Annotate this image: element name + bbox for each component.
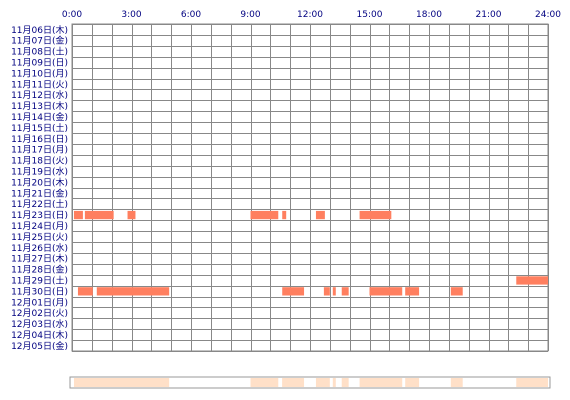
overview-segment xyxy=(96,378,170,387)
overview-segment xyxy=(77,378,93,387)
overview-segment xyxy=(282,378,305,387)
row-date-label: 11月21日(金) xyxy=(11,187,68,199)
activity-bar xyxy=(341,287,349,296)
x-tick-label: 3:00 xyxy=(121,10,141,20)
activity-bar xyxy=(516,276,548,285)
row-date-label: 11月22日(土) xyxy=(11,198,68,210)
row-date-label: 11月30日(日) xyxy=(11,286,68,297)
activity-bar xyxy=(323,287,330,296)
activity-bar xyxy=(96,287,170,296)
x-tick-label: 12:00 xyxy=(297,10,323,20)
row-date-label: 11月07日(金) xyxy=(11,35,68,47)
activity-bar xyxy=(250,210,279,220)
row-date-label: 11月29日(土) xyxy=(11,274,68,286)
row-date-label: 11月27日(木) xyxy=(11,253,68,265)
row-date-label: 11月25日(火) xyxy=(11,232,68,243)
activity-bar xyxy=(73,210,83,220)
row-date-label: 11月28日(金) xyxy=(11,264,68,276)
activity-bar xyxy=(359,210,392,220)
row-date-label: 11月15日(土) xyxy=(11,122,68,134)
activity-bar xyxy=(77,287,93,296)
row-date-label: 12月02日(火) xyxy=(11,308,68,319)
row-date-label: 12月04日(木) xyxy=(11,329,68,341)
row-date-label: 11月13日(木) xyxy=(11,100,68,112)
row-date-label: 11月08日(土) xyxy=(11,46,68,58)
row-date-labels: 11月06日(木)11月07日(金)11月08日(土)11月09日(日)11月1… xyxy=(11,24,68,352)
row-date-label: 11月26日(水) xyxy=(11,242,68,254)
row-date-label: 11月24日(月) xyxy=(11,221,68,232)
activity-bar xyxy=(315,210,325,220)
row-date-label: 12月01日(月) xyxy=(11,297,68,308)
x-tick-label: 24:00 xyxy=(535,10,561,20)
x-tick-label: 18:00 xyxy=(416,10,442,20)
row-date-label: 11月17日(月) xyxy=(11,145,68,156)
row-date-label: 11月18日(火) xyxy=(11,156,68,167)
activity-bar xyxy=(84,210,114,220)
x-axis-tick-labels: 0:00 3:00 6:00 9:00 12:00 15:00 18:00 21:00 24:0… xyxy=(62,10,561,20)
row-date-label: 11月23日(日) xyxy=(11,210,68,221)
overview-segment xyxy=(405,378,420,387)
activity-bar xyxy=(282,287,305,296)
row-date-label: 11月19日(水) xyxy=(11,165,68,177)
activity-bar xyxy=(405,287,420,296)
chart-grid xyxy=(71,23,549,352)
overview-strip xyxy=(69,376,551,389)
overview-segment xyxy=(250,378,279,387)
x-tick-label: 21:00 xyxy=(476,10,502,20)
activity-bar xyxy=(282,210,287,220)
row-date-label: 12月03日(水) xyxy=(11,318,68,330)
row-date-label: 11月14日(金) xyxy=(11,111,68,123)
overview-segment xyxy=(450,378,463,387)
overview-segment xyxy=(332,378,336,387)
x-tick-label: 0:00 xyxy=(62,10,82,20)
row-date-label: 12月05日(金) xyxy=(11,340,68,352)
activity-bar xyxy=(369,287,403,296)
activity-bar xyxy=(450,287,463,296)
overview-segment xyxy=(516,378,548,387)
overview-segment xyxy=(341,378,349,387)
overview-segment xyxy=(323,378,330,387)
overview-segment xyxy=(315,378,325,387)
activity-bar xyxy=(332,287,336,296)
activity-bars xyxy=(73,210,548,296)
row-date-label: 11月09日(日) xyxy=(11,57,68,68)
row-date-label: 11月06日(木) xyxy=(11,24,68,36)
x-tick-label: 9:00 xyxy=(240,10,260,20)
row-date-label: 11月11日(火) xyxy=(11,79,68,90)
row-date-label: 11月12日(水) xyxy=(11,89,68,101)
x-tick-label: 6:00 xyxy=(181,10,201,20)
row-date-label: 11月10日(月) xyxy=(11,68,68,79)
row-date-label: 11月16日(日) xyxy=(11,134,68,145)
row-date-label: 11月20日(木) xyxy=(11,176,68,188)
overview-frame xyxy=(69,376,551,389)
x-tick-label: 15:00 xyxy=(357,10,383,20)
overview-segment xyxy=(369,378,403,387)
activity-bar xyxy=(127,210,136,220)
